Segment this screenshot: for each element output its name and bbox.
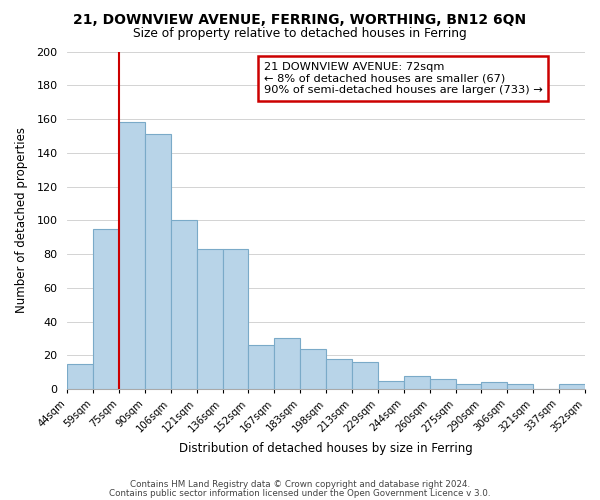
Bar <box>559 384 585 389</box>
Bar <box>300 348 326 389</box>
Bar <box>326 358 352 389</box>
Bar <box>67 364 93 389</box>
Text: 21 DOWNVIEW AVENUE: 72sqm
← 8% of detached houses are smaller (67)
90% of semi-d: 21 DOWNVIEW AVENUE: 72sqm ← 8% of detach… <box>264 62 543 95</box>
Text: Contains public sector information licensed under the Open Government Licence v : Contains public sector information licen… <box>109 488 491 498</box>
X-axis label: Distribution of detached houses by size in Ferring: Distribution of detached houses by size … <box>179 442 473 455</box>
Bar <box>378 380 404 389</box>
Bar <box>145 134 171 389</box>
Bar <box>352 362 378 389</box>
Bar <box>197 249 223 389</box>
Text: Size of property relative to detached houses in Ferring: Size of property relative to detached ho… <box>133 28 467 40</box>
Y-axis label: Number of detached properties: Number of detached properties <box>15 128 28 314</box>
Bar <box>248 345 274 389</box>
Text: 21, DOWNVIEW AVENUE, FERRING, WORTHING, BN12 6QN: 21, DOWNVIEW AVENUE, FERRING, WORTHING, … <box>73 12 527 26</box>
Bar <box>274 338 300 389</box>
Bar <box>93 228 119 389</box>
Bar <box>404 376 430 389</box>
Bar <box>119 122 145 389</box>
Bar <box>455 384 481 389</box>
Bar <box>223 249 248 389</box>
Bar <box>171 220 197 389</box>
Text: Contains HM Land Registry data © Crown copyright and database right 2024.: Contains HM Land Registry data © Crown c… <box>130 480 470 489</box>
Bar <box>481 382 508 389</box>
Bar <box>508 384 533 389</box>
Bar <box>430 379 455 389</box>
